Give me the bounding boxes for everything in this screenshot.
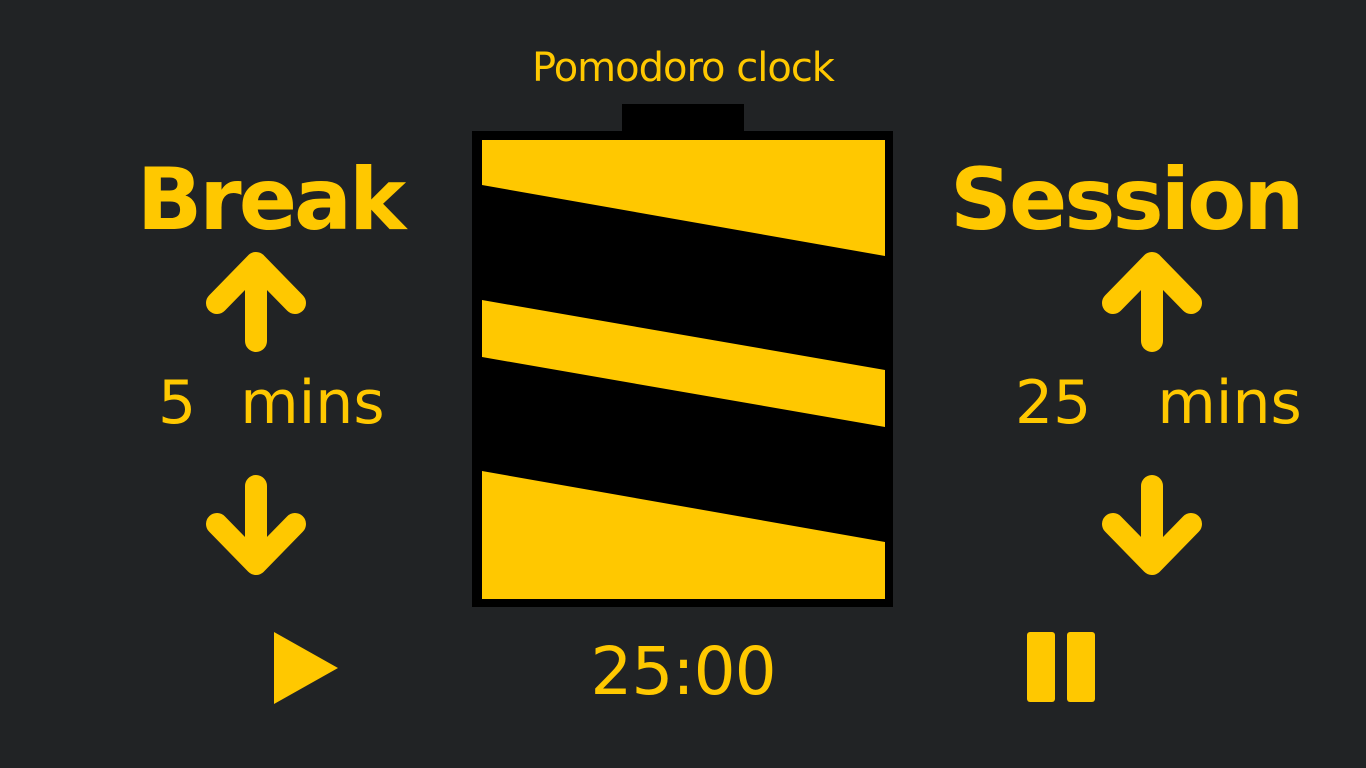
session-label: Session (950, 150, 1304, 250)
session-length-display: 25 mins (1015, 365, 1302, 441)
page-title: Pomodoro clock (532, 45, 835, 91)
session-length-unit: mins (1157, 368, 1302, 438)
break-label: Break (136, 150, 407, 250)
break-length-value: 5 (158, 368, 197, 438)
play-icon (274, 632, 338, 704)
session-increment-button[interactable] (1097, 245, 1207, 355)
clock-cap (622, 104, 744, 134)
clock-stripe-bottom (482, 471, 885, 599)
clock-stripe-middle (482, 300, 885, 427)
arrow-down-icon (206, 475, 306, 575)
session-length-value: 25 (1015, 368, 1092, 438)
break-length-display: 5 mins (158, 365, 385, 441)
pause-icon (1027, 632, 1095, 702)
clock-stripe-top (482, 140, 885, 256)
pause-button[interactable] (1024, 630, 1100, 704)
arrow-up-icon (1102, 252, 1202, 352)
arrow-up-icon (206, 252, 306, 352)
timer-display: 25:00 (590, 633, 776, 710)
break-length-unit: mins (240, 368, 385, 438)
break-increment-button[interactable] (201, 245, 311, 355)
session-decrement-button[interactable] (1097, 472, 1207, 582)
play-button[interactable] (268, 628, 344, 708)
break-decrement-button[interactable] (201, 472, 311, 582)
clock-graphic (472, 104, 893, 607)
arrow-down-icon (1102, 475, 1202, 575)
